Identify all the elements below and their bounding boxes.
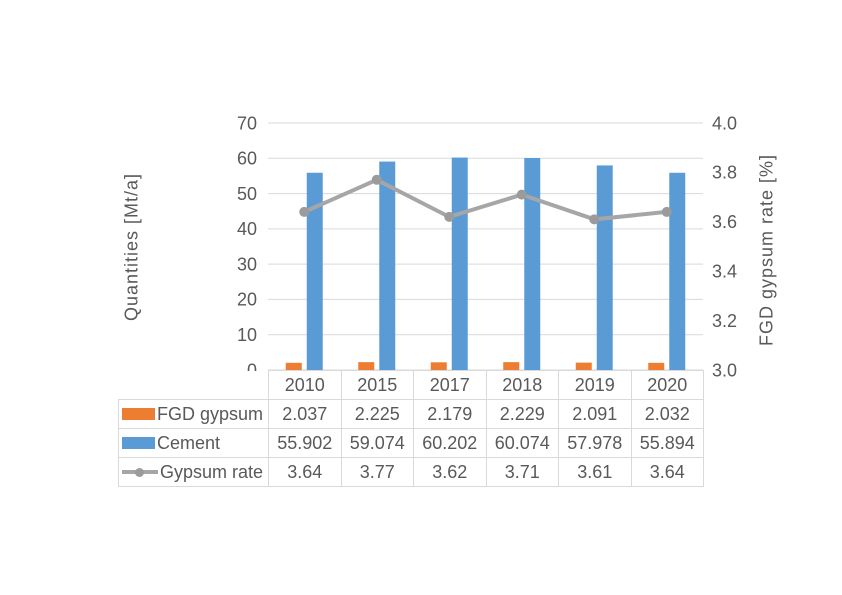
value-cell: 55.894 [630, 428, 704, 458]
value-cell: 2.037 [268, 399, 342, 429]
cement-bar [669, 172, 686, 370]
series-name-label: Gypsum rate [160, 461, 264, 482]
left-axis-title: Quantities [Mt/a] [121, 172, 142, 322]
fgd-gypsum-bar [575, 362, 592, 370]
gypsum-rate-marker [444, 211, 455, 222]
cement-bar [451, 157, 468, 370]
chart-data-table: 2010 2015 2017 2018 2019 2020 FGD gypsum 2.037 2… [118, 370, 704, 487]
value-cell: 60.202 [413, 428, 487, 458]
year-header-cell: 2018 [485, 370, 559, 400]
cement-bar [379, 161, 396, 370]
fgd-gypsum-bar [358, 362, 375, 370]
year-header-cell: 2015 [340, 370, 414, 400]
series-name-label: FGD gypsum [157, 403, 264, 424]
right-axis-tick-label: 3.4 [712, 262, 737, 282]
value-cell: 3.62 [413, 457, 487, 487]
cement-bar [306, 172, 323, 370]
series-label-cell: FGD gypsum [118, 399, 269, 429]
series-label-cell: Gypsum rate [118, 457, 269, 487]
cement-bar [524, 158, 541, 370]
fgd-gypsum-bar [285, 362, 302, 370]
value-cell: 2.179 [413, 399, 487, 429]
year-header-cell: 2010 [268, 370, 342, 400]
value-cell: 2.229 [485, 399, 559, 429]
gypsum-rate-marker [516, 189, 527, 200]
value-cell: 3.64 [268, 457, 342, 487]
value-cell: 3.61 [558, 457, 632, 487]
series-name-label: Cement [157, 432, 221, 453]
left-axis-tick-label: 20 [237, 290, 257, 310]
gypsum-rate-marker [661, 206, 672, 217]
gypsum-rate-line [302, 177, 669, 222]
left-axis-tick-label: 10 [237, 325, 257, 345]
fgd-gypsum-bar [503, 362, 520, 370]
value-cell: 59.074 [340, 428, 414, 458]
value-cell: 57.978 [558, 428, 632, 458]
value-cell: 3.64 [630, 457, 704, 487]
table-blank-cell [118, 370, 269, 400]
right-axis-tick-label: 3.6 [712, 212, 737, 232]
value-cell: 2.225 [340, 399, 414, 429]
cement-bar [596, 165, 613, 370]
value-cell: 60.074 [485, 428, 559, 458]
table-series-row: Gypsum rate 3.64 3.77 3.62 3.71 3.61 3.64 [118, 457, 704, 487]
year-header-cell: 2020 [630, 370, 704, 400]
right-axis-tick-label: 3.2 [712, 311, 737, 331]
fgd-gypsum-bar [430, 362, 447, 370]
value-cell: 55.902 [268, 428, 342, 458]
gypsum-rate-marker [589, 214, 600, 225]
right-axis-tick-label: 4.0 [712, 113, 737, 133]
gypsum-rate-legend-swatch [122, 467, 158, 478]
series-label-cell: Cement [118, 428, 269, 458]
left-axis-tick-label: 70 [237, 113, 257, 133]
fgd-gypsum-bar [648, 362, 665, 370]
gypsum-rate-marker [371, 174, 382, 185]
left-axis-tick-label: 50 [237, 184, 257, 204]
left-axis-tick-label: 30 [237, 254, 257, 274]
left-axis-tick-label: 40 [237, 219, 257, 239]
legend-marker-key [135, 467, 144, 477]
value-cell: 2.032 [630, 399, 704, 429]
cement-legend-swatch [122, 437, 155, 449]
year-header-cell: 2017 [413, 370, 487, 400]
value-cell: 2.091 [558, 399, 632, 429]
value-cell: 3.77 [340, 457, 414, 487]
table-year-row: 2010 2015 2017 2018 2019 2020 [118, 370, 704, 400]
gypsum-rate-marker [299, 206, 310, 217]
right-axis-tick-label: 3.0 [712, 360, 737, 380]
value-cell: 3.71 [485, 457, 559, 487]
left-axis-tick-label: 0 [247, 360, 257, 380]
left-axis-tick-label: 60 [237, 149, 257, 169]
year-header-cell: 2019 [558, 370, 632, 400]
right-axis-title: FGD gypsum rate [%] [756, 153, 777, 347]
right-axis-tick-label: 3.8 [712, 163, 737, 183]
table-series-row: Cement 55.902 59.074 60.202 60.074 57.978 55.8… [118, 428, 704, 458]
table-series-row: FGD gypsum 2.037 2.225 2.179 2.229 2.091 2.032 [118, 399, 704, 429]
fgd-gypsum-legend-swatch [122, 408, 155, 420]
